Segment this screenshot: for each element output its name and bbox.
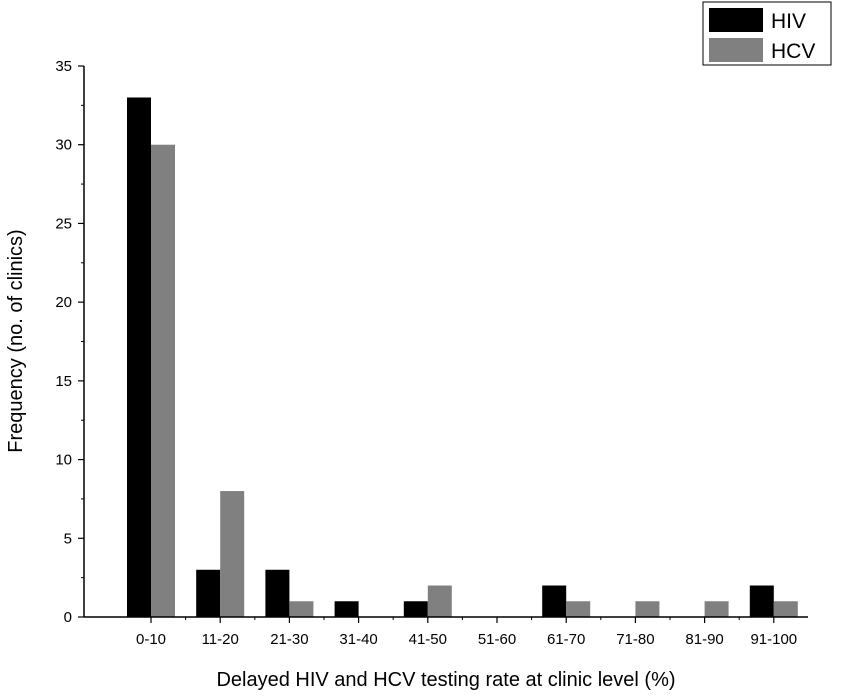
bar-hiv-11-20 (196, 569, 221, 617)
bar-hcv-91-100 (773, 601, 798, 617)
x-ticks: 0-10 11-20 21-30 31-40 41-50 51-60 61-70 71-80 8… (136, 617, 797, 648)
y-tick-label: 0 (64, 609, 72, 626)
legend-label-hcv: HCV (771, 40, 815, 63)
bar-hiv-0-10 (127, 97, 151, 617)
bar-hcv-61-70 (566, 601, 591, 617)
x-tick-label: 71-80 (616, 631, 654, 648)
x-tick-label: 51-60 (478, 631, 516, 648)
bar-hiv-31-40 (334, 601, 359, 617)
y-tick-label: 30 (55, 137, 72, 154)
x-tick-label: 0-10 (136, 631, 166, 648)
bar-hcv-71-80 (635, 601, 660, 617)
legend-swatch-hiv (709, 8, 763, 32)
bar-hiv-61-70 (542, 585, 567, 617)
y-tick-label: 20 (55, 294, 72, 311)
bar-hiv-41-50 (403, 601, 428, 617)
bar-hiv-91-100 (749, 585, 774, 617)
x-axis-title: Delayed HIV and HCV testing rate at clin… (216, 669, 675, 691)
x-tick-label: 31-40 (339, 631, 377, 648)
y-ticks: 0 5 10 15 20 25 30 35 (55, 58, 84, 626)
x-tick-label: 21-30 (270, 631, 308, 648)
bar-hcv-81-90 (704, 601, 729, 617)
y-tick-label: 15 (55, 373, 72, 390)
bar-hiv-21-30 (265, 569, 290, 617)
x-tick-label: 11-20 (202, 631, 239, 648)
y-tick-label: 35 (55, 58, 72, 75)
legend-swatch-hcv (709, 38, 763, 62)
x-tick-label: 61-70 (547, 631, 585, 648)
bar-hcv-0-10 (151, 144, 175, 617)
y-tick-label: 5 (64, 530, 72, 547)
y-axis-title: Frequency (no. of clinics) (5, 229, 27, 452)
bar-hcv-41-50 (427, 585, 452, 617)
legend: HIV HCV (702, 1, 832, 66)
bar-hcv-11-20 (220, 491, 245, 617)
y-tick-label: 10 (55, 452, 72, 469)
x-tick-label: 41-50 (409, 631, 447, 648)
axes (83, 66, 808, 618)
y-tick-label: 25 (55, 215, 72, 232)
x-tick-label: 81-90 (685, 631, 723, 648)
bar-hcv-21-30 (289, 601, 314, 617)
legend-label-hiv: HIV (771, 10, 806, 33)
bar-group (127, 97, 798, 617)
x-tick-label: 91-100 (750, 631, 797, 648)
